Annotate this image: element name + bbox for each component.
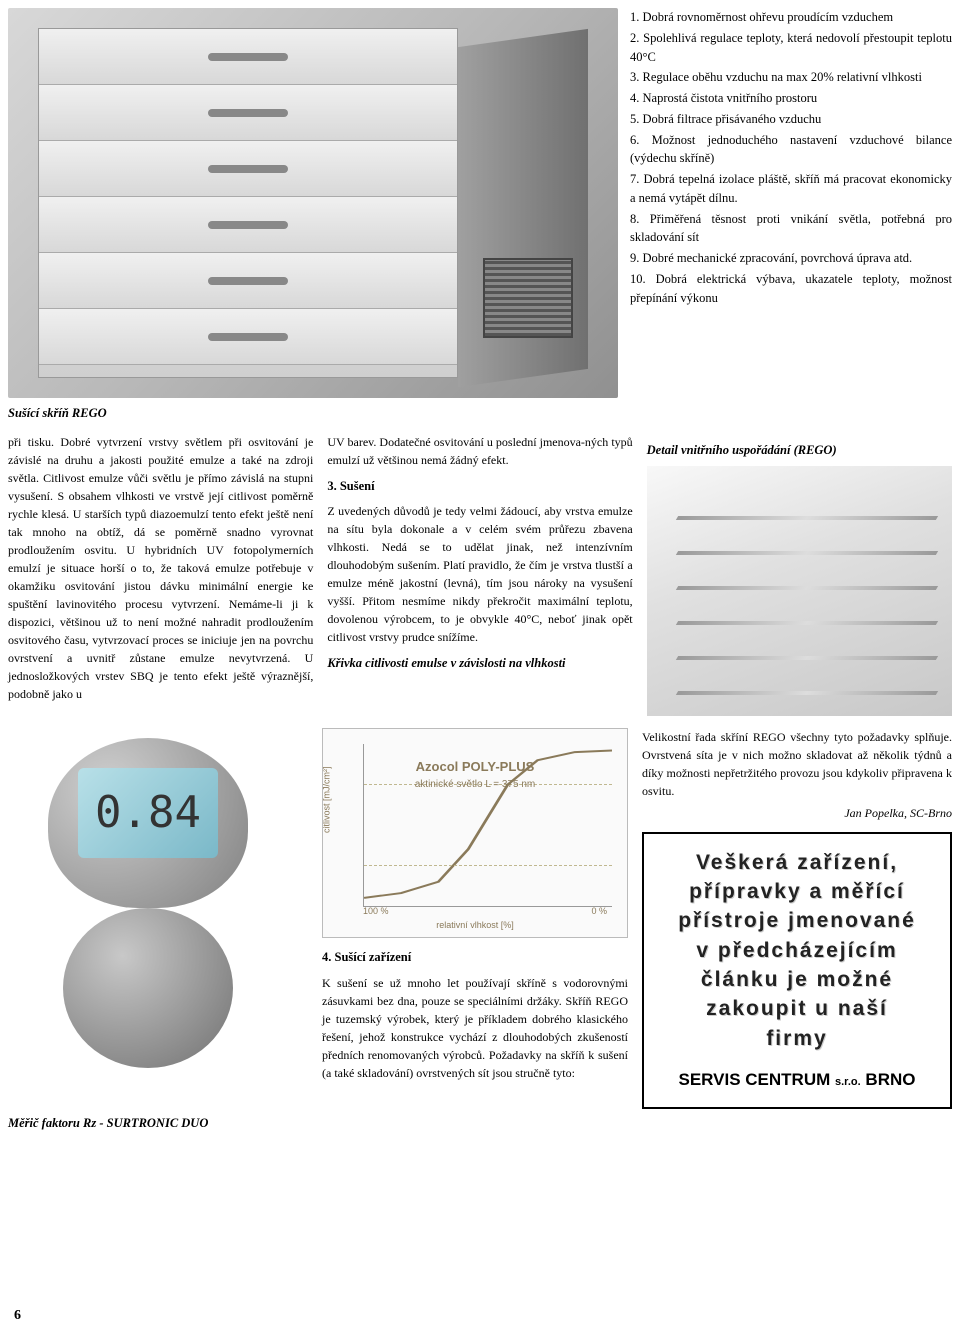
list-item: 5. Dobrá filtrace přisávaného vzduchu (630, 110, 952, 129)
body-text: při tisku. Dobré vytvrzení vrstvy světle… (8, 433, 313, 703)
page-number: 6 (14, 1305, 21, 1326)
ad-line: Veškerá zařízení, (654, 848, 940, 877)
ad-line: firmy (654, 1024, 940, 1053)
ad-line: přístroje jmenované (654, 906, 940, 935)
interior-image (647, 466, 952, 716)
chart-xtick: 0 % (591, 905, 607, 919)
chart-xlabel: relativní vlhkost [%] (323, 919, 627, 933)
list-item: 3. Regulace oběhu vzduchu na max 20% rel… (630, 68, 952, 87)
ad-line: v předcházejícím (654, 936, 940, 965)
list-item: 9. Dobré mechanické zpracování, povrchov… (630, 249, 952, 268)
body-text: Z uvedených důvodů je tedy velmi žádoucí… (327, 502, 632, 646)
section-heading: 4. Sušící zařízení (322, 948, 628, 967)
device-display: 0.84 (78, 768, 218, 858)
device-image: 0.84 (8, 728, 288, 1108)
list-item: 1. Dobrá rovnoměrnost ohřevu proudícím v… (630, 8, 952, 27)
chart-subtitle: aktinické světlo L = 375 nm (323, 777, 627, 792)
ad-company: SERVIS CENTRUM (679, 1070, 831, 1089)
body-text: K sušení se už mnoho let používají skřín… (322, 974, 628, 1082)
chart-title: Azocol POLY-PLUS (323, 757, 627, 777)
advertisement: Veškerá zařízení, přípravky a měřící pří… (642, 832, 952, 1109)
properties-list: 1. Dobrá rovnoměrnost ohřevu proudícím v… (630, 8, 952, 423)
list-item: 7. Dobrá tepelná izolace pláště, skříň m… (630, 170, 952, 208)
device-caption: Měřič faktoru Rz - SURTRONIC DUO (8, 1114, 308, 1133)
column-2: UV barev. Dodatečné osvitování u posledn… (327, 433, 632, 716)
sensitivity-chart: citlivost [mJ/cm²] Azocol POLY-PLUS akti… (322, 728, 628, 938)
list-item: 2. Spolehlivá regulace teploty, která ne… (630, 29, 952, 67)
ad-line: přípravky a měřící (654, 877, 940, 906)
column-3: Detail vnitřního uspořádání (REGO) (647, 433, 952, 716)
detail-caption: Detail vnitřního uspořádání (REGO) (647, 441, 952, 460)
curve-caption: Křivka citlivosti emulse v závislosti na… (327, 654, 632, 673)
cabinet-caption: Sušící skříň REGO (8, 404, 618, 423)
ad-line: zakoupit u naší (654, 994, 940, 1023)
author: Jan Popelka, SC-Brno (642, 804, 952, 822)
body-text: UV barev. Dodatečné osvitování u posledn… (327, 433, 632, 469)
list-item: 10. Dobrá elektrická výbava, ukazatele t… (630, 270, 952, 308)
body-text: Velikostní řada skříní REGO všechny tyto… (642, 728, 952, 800)
section-heading: 3. Sušení (327, 477, 632, 496)
cabinet-image (8, 8, 618, 398)
list-item: 8. Přiměřená těsnost proti vnikání světl… (630, 210, 952, 248)
ad-line: článku je možné (654, 965, 940, 994)
list-item: 4. Naprostá čistota vnitřního prostoru (630, 89, 952, 108)
column-1: při tisku. Dobré vytvrzení vrstvy světle… (8, 433, 313, 716)
list-item: 6. Možnost jednoduchého nastavení vzduch… (630, 131, 952, 169)
ad-suffix: s.r.o. (835, 1076, 861, 1088)
chart-xtick: 100 % (363, 905, 389, 919)
ad-city: BRNO (865, 1070, 915, 1089)
